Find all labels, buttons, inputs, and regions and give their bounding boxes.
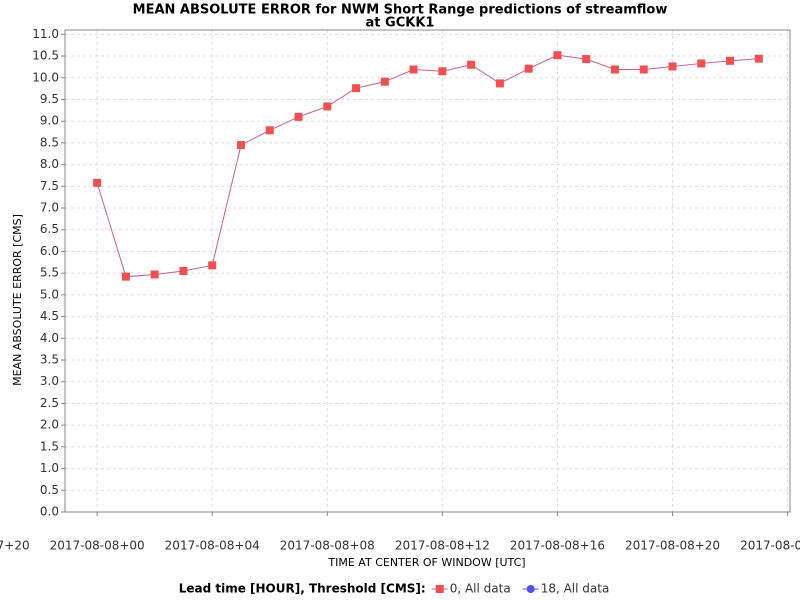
point (409, 65, 418, 74)
point (582, 55, 591, 64)
point (208, 261, 217, 270)
point (438, 67, 447, 76)
point (352, 84, 361, 93)
y-tick-label: 8.0 (40, 157, 59, 171)
y-tick-label: 10.5 (32, 49, 59, 63)
point (150, 270, 159, 279)
point (121, 272, 130, 281)
x-tick-label: 2017-08-07+20 (0, 539, 30, 553)
plot-border (64, 29, 791, 513)
y-tick-label: 0.0 (40, 505, 59, 519)
point (553, 51, 562, 60)
point (265, 126, 274, 135)
y-axis-title: MEAN ABSOLUTE ERROR [CMS] (11, 214, 24, 386)
point (697, 59, 706, 68)
y-tick-label: 0.5 (40, 483, 59, 497)
x-tick-label: 2017-08-09+00 (740, 539, 800, 553)
y-tick-label: 8.5 (40, 135, 59, 149)
y-tick-label: 11.0 (32, 27, 59, 41)
y-tick-label: 7.0 (40, 201, 59, 215)
legend-label: 0, All data (450, 582, 511, 596)
x-tick-label: 2017-08-08+16 (510, 539, 605, 553)
point (668, 62, 677, 71)
legend-marker (435, 585, 444, 593)
y-tick-label: 6.5 (40, 222, 59, 236)
y-tick-label: 9.0 (40, 114, 59, 128)
legend-label: 18, All data (541, 582, 610, 596)
chart-title: MEAN ABSOLUTE ERROR for NWM Short Range … (133, 3, 668, 18)
y-tick-label: 4.0 (40, 331, 59, 345)
y-tick-label: 4.5 (40, 309, 59, 323)
y-tick-label: 5.0 (40, 287, 59, 301)
point (495, 79, 504, 88)
point (380, 77, 389, 86)
point (323, 102, 332, 111)
y-tick-label: 5.5 (40, 266, 59, 280)
y-tick-label: 3.0 (40, 374, 59, 388)
y-tick-label: 1.5 (40, 439, 59, 453)
y-tick-label: 6.0 (40, 244, 59, 258)
y-tick-label: 7.5 (40, 179, 59, 193)
x-tick-label: 2017-08-08+04 (165, 539, 260, 553)
y-tick-label: 2.5 (40, 396, 59, 410)
point (179, 267, 188, 275)
x-tick-label: 2017-08-08+08 (280, 539, 375, 553)
y-tick-label: 9.5 (40, 92, 59, 106)
y-tick-label: 2.0 (40, 418, 59, 432)
point (467, 60, 476, 69)
point (726, 56, 735, 65)
point (754, 54, 763, 63)
y-tick-label: 10.0 (32, 70, 59, 84)
series-line (96, 54, 759, 278)
legend-title: Lead time [HOUR], Threshold [CMS]: (179, 582, 426, 596)
x-axis-title: TIME AT CENTER OF WINDOW [UTC] (327, 556, 525, 569)
y-tick-label: 1.0 (40, 461, 59, 475)
chart-title: at GCKK1 (366, 16, 435, 31)
point (610, 65, 619, 74)
legend-marker (526, 585, 535, 593)
point (93, 178, 102, 187)
x-tick-label: 2017-08-08+12 (395, 539, 490, 553)
point (294, 112, 303, 121)
x-tick-label: 2017-08-08+00 (50, 539, 145, 553)
y-tick-label: 3.5 (40, 353, 59, 367)
point (524, 64, 533, 73)
x-tick-label: 2017-08-08+20 (625, 539, 720, 553)
point (639, 65, 648, 74)
point (236, 141, 245, 150)
